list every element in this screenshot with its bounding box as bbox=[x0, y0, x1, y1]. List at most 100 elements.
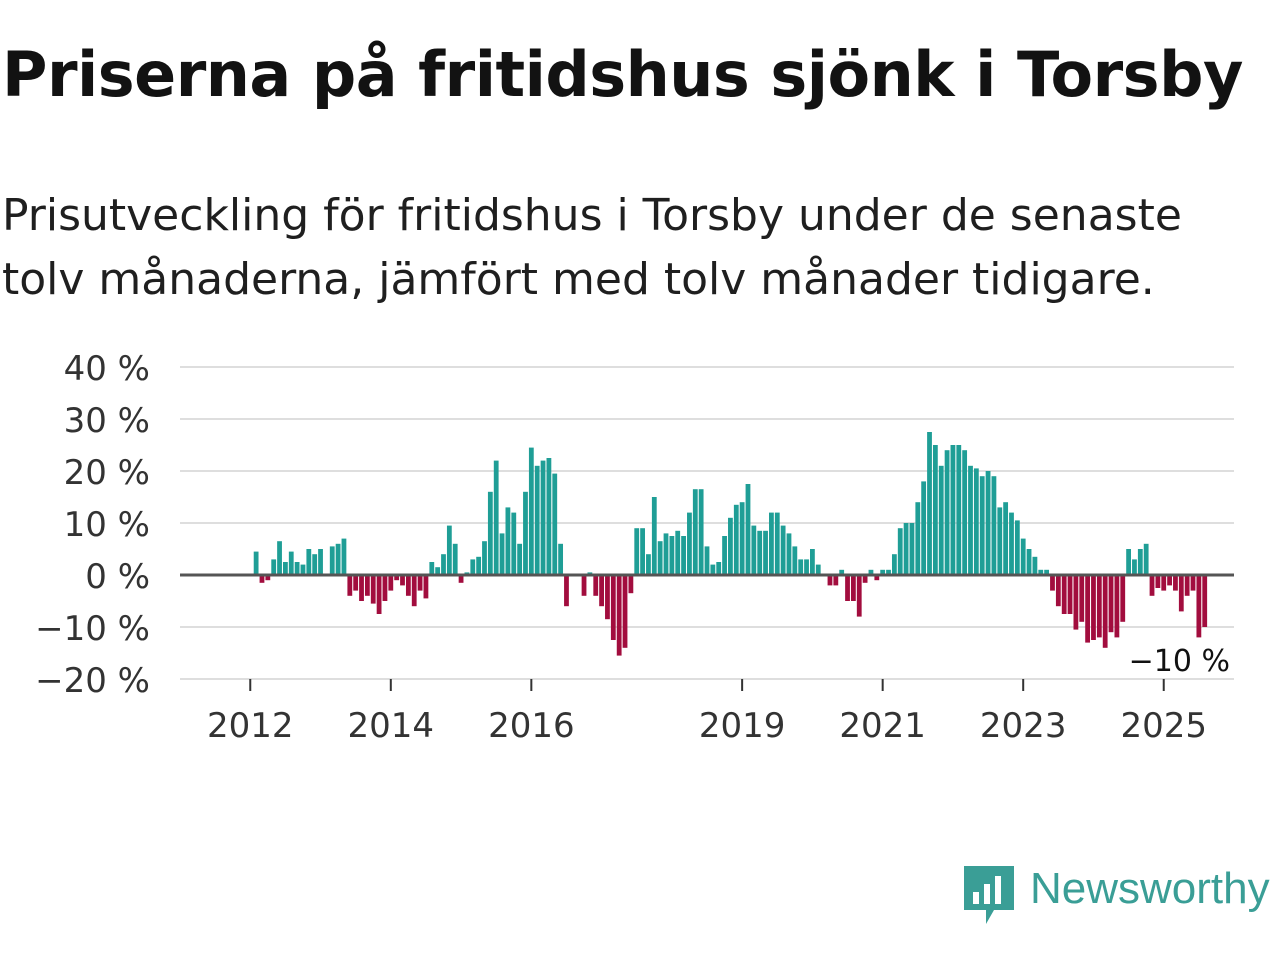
bar bbox=[277, 541, 282, 575]
bar bbox=[944, 450, 950, 575]
bar bbox=[991, 476, 997, 575]
bar bbox=[376, 575, 382, 614]
bar bbox=[265, 575, 271, 581]
x-tick-label: 2025 bbox=[1120, 706, 1207, 746]
bar bbox=[288, 551, 294, 575]
bar bbox=[347, 575, 353, 596]
bar bbox=[253, 551, 259, 575]
bar bbox=[856, 575, 862, 617]
chart-title: Priserna på fritidshus sjönk i Torsby bbox=[2, 38, 1243, 111]
bar-chart: 40 %30 %20 %10 %0 %−10 %−20 % 2012 2014 20… bbox=[35, 349, 1234, 746]
bar bbox=[646, 554, 651, 575]
bar bbox=[921, 481, 927, 575]
bar bbox=[763, 530, 768, 575]
bar bbox=[1161, 575, 1167, 591]
bar bbox=[845, 575, 850, 601]
bar bbox=[312, 554, 318, 575]
bar bbox=[505, 507, 511, 575]
bar bbox=[651, 497, 657, 575]
bar bbox=[739, 502, 745, 575]
last-value-label: −10 % bbox=[1129, 644, 1230, 679]
bar bbox=[780, 525, 786, 575]
bar bbox=[962, 450, 968, 575]
bar bbox=[564, 575, 569, 607]
bar bbox=[728, 517, 733, 575]
bar bbox=[1044, 569, 1050, 575]
newsworthy-logo: Newsworthy bbox=[964, 866, 1270, 926]
bar bbox=[1009, 512, 1014, 575]
bar bbox=[382, 575, 388, 601]
bar bbox=[1067, 575, 1073, 614]
bar bbox=[1108, 575, 1114, 633]
bar bbox=[1079, 575, 1085, 622]
bar bbox=[1003, 502, 1009, 575]
bar bbox=[435, 567, 441, 575]
bars bbox=[253, 432, 1208, 656]
bar bbox=[733, 504, 739, 575]
bar bbox=[1120, 575, 1126, 622]
bar bbox=[792, 546, 798, 575]
bar bbox=[487, 491, 493, 575]
bar bbox=[1178, 575, 1184, 612]
y-tick-label: 40 % bbox=[64, 349, 150, 389]
bar bbox=[370, 575, 376, 604]
bar bbox=[710, 564, 716, 575]
bar bbox=[704, 546, 710, 575]
bar bbox=[997, 507, 1003, 575]
bar bbox=[839, 569, 845, 575]
bar bbox=[798, 559, 804, 575]
bar bbox=[581, 575, 587, 596]
bar bbox=[1050, 575, 1055, 591]
bar bbox=[932, 445, 938, 575]
bar bbox=[1032, 556, 1038, 575]
bar bbox=[956, 445, 962, 575]
bar bbox=[774, 512, 780, 575]
bar bbox=[862, 575, 868, 583]
bar bbox=[341, 538, 347, 575]
bar bbox=[716, 562, 722, 575]
bar bbox=[827, 575, 833, 586]
bar bbox=[353, 575, 359, 591]
bar bbox=[329, 546, 335, 575]
x-tick-label: 2021 bbox=[839, 706, 926, 746]
bar bbox=[1167, 575, 1172, 586]
bar bbox=[605, 575, 610, 620]
bar bbox=[1096, 575, 1102, 638]
bar bbox=[657, 541, 663, 575]
bar bbox=[927, 432, 932, 575]
bar bbox=[909, 523, 915, 575]
bar bbox=[640, 528, 645, 575]
bar bbox=[1061, 575, 1067, 614]
bar bbox=[499, 533, 505, 575]
bar bbox=[400, 575, 405, 586]
y-tick-label: −10 % bbox=[35, 609, 150, 649]
bar bbox=[511, 512, 517, 575]
brand-name: Newsworthy bbox=[1030, 864, 1270, 913]
bar bbox=[417, 575, 423, 591]
bar bbox=[318, 549, 323, 575]
bar bbox=[1173, 575, 1178, 591]
bar bbox=[833, 575, 839, 586]
bar bbox=[985, 471, 991, 575]
bar bbox=[973, 468, 979, 575]
bar bbox=[769, 512, 774, 575]
bar bbox=[757, 530, 763, 575]
bar bbox=[634, 528, 640, 575]
bar bbox=[1196, 575, 1202, 638]
bar bbox=[1126, 549, 1131, 575]
bar bbox=[968, 465, 973, 575]
bar bbox=[1137, 549, 1143, 575]
y-tick-label: 0 % bbox=[85, 557, 150, 597]
bar bbox=[1055, 575, 1061, 607]
bar bbox=[681, 536, 686, 575]
bar bbox=[1149, 575, 1155, 596]
bar bbox=[687, 512, 692, 575]
bar bbox=[610, 575, 616, 640]
bar bbox=[897, 528, 903, 575]
bar bbox=[558, 543, 564, 575]
bar bbox=[493, 460, 499, 575]
bar bbox=[452, 543, 458, 575]
bar bbox=[1014, 520, 1020, 575]
bar bbox=[283, 562, 288, 575]
bar bbox=[364, 575, 370, 596]
